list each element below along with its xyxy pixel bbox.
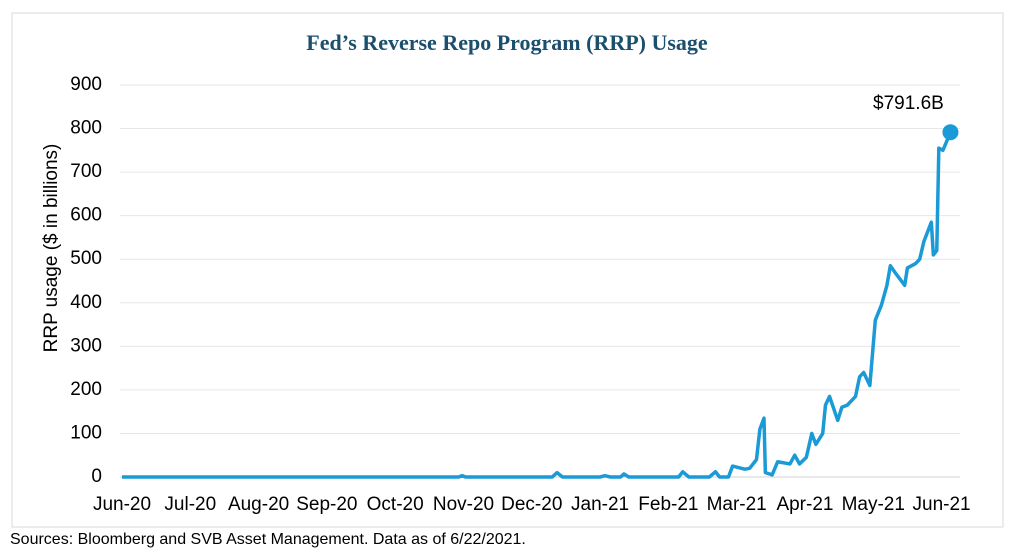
y-tick-label: 0 xyxy=(91,466,102,487)
x-tick-label: Sep-20 xyxy=(296,494,357,515)
x-tick-label: Mar-21 xyxy=(707,494,767,515)
x-tick-label: Oct-20 xyxy=(367,494,424,515)
x-tick-label: Dec-20 xyxy=(501,494,562,515)
chart-title: Fed’s Reverse Repo Program (RRP) Usage xyxy=(306,30,708,55)
x-tick-label: Jun-21 xyxy=(913,494,971,515)
x-tick-label: Jan-21 xyxy=(571,494,629,515)
y-tick-label: 600 xyxy=(70,205,102,226)
y-tick-label: 100 xyxy=(70,422,102,443)
y-tick-label: 700 xyxy=(70,161,102,182)
y-tick-label: 800 xyxy=(70,118,102,139)
x-tick-label: Aug-20 xyxy=(228,494,289,515)
x-tick-label: Feb-21 xyxy=(638,494,698,515)
x-tick-label: Apr-21 xyxy=(776,494,833,515)
end-point xyxy=(942,124,959,141)
x-tick-label: May-21 xyxy=(842,494,905,515)
y-tick-label: 400 xyxy=(70,292,102,313)
series-line xyxy=(122,131,953,479)
x-tick-label: Jul-20 xyxy=(164,494,216,515)
y-axis-label: RRP usage ($ in billions) xyxy=(41,144,62,353)
y-tick-label: 900 xyxy=(70,74,102,95)
y-tick-label: 300 xyxy=(70,335,102,356)
x-tick-label: Jun-20 xyxy=(93,494,151,515)
y-tick-label: 500 xyxy=(70,248,102,269)
source-note: Sources: Bloomberg and SVB Asset Managem… xyxy=(10,531,526,548)
y-tick-label: 200 xyxy=(70,379,102,400)
annotation: $791.6B xyxy=(873,93,944,114)
x-tick-label: Nov-20 xyxy=(433,494,494,515)
chart-frame xyxy=(11,12,1004,528)
